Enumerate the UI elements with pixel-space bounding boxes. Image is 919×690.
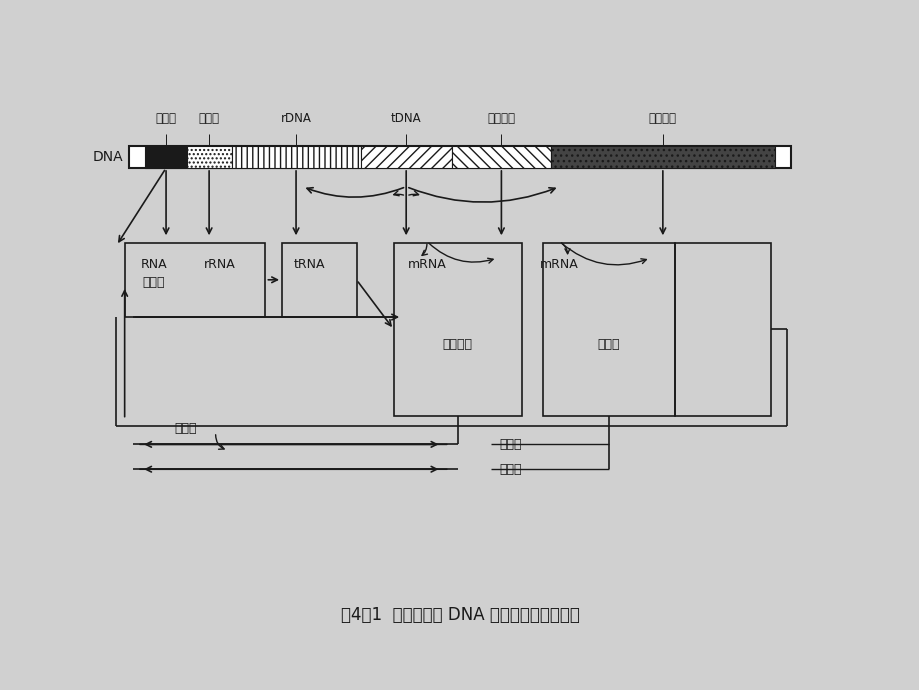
Text: 图4－1  各类基因或 DNA 区段之间的相互关系: 图4－1 各类基因或 DNA 区段之间的相互关系: [340, 606, 579, 624]
Text: 多肽链: 多肽链: [597, 339, 619, 351]
Text: 氨基酸: 氨基酸: [499, 438, 521, 451]
Text: tRNA: tRNA: [293, 258, 324, 270]
Text: 蛋白质: 蛋白质: [175, 422, 197, 435]
Text: 启动子: 启动子: [199, 112, 220, 125]
Text: DNA: DNA: [93, 150, 123, 164]
Bar: [125, 242, 266, 317]
Text: 操纵子: 操纵子: [155, 112, 176, 125]
Text: 多聚酶: 多聚酶: [142, 277, 165, 289]
Bar: [129, 146, 790, 168]
Bar: [233, 146, 360, 168]
Text: rDNA: rDNA: [280, 112, 312, 125]
Bar: [187, 146, 233, 168]
Text: 结构基因: 结构基因: [648, 112, 676, 125]
Text: mRNA: mRNA: [539, 258, 578, 270]
Bar: [451, 146, 550, 168]
Text: 调节蛋白: 调节蛋白: [442, 339, 472, 351]
Bar: [360, 146, 451, 168]
Bar: [282, 242, 357, 317]
Bar: [542, 242, 675, 416]
Text: tDNA: tDNA: [391, 112, 421, 125]
Text: 核糖体: 核糖体: [499, 463, 521, 475]
Bar: [145, 146, 187, 168]
Text: rRNA: rRNA: [204, 258, 235, 270]
Bar: [675, 242, 770, 416]
Text: 调节基因: 调节基因: [487, 112, 515, 125]
Text: mRNA: mRNA: [407, 258, 446, 270]
Bar: [550, 146, 774, 168]
Text: RNA: RNA: [141, 258, 166, 270]
Bar: [393, 242, 522, 416]
